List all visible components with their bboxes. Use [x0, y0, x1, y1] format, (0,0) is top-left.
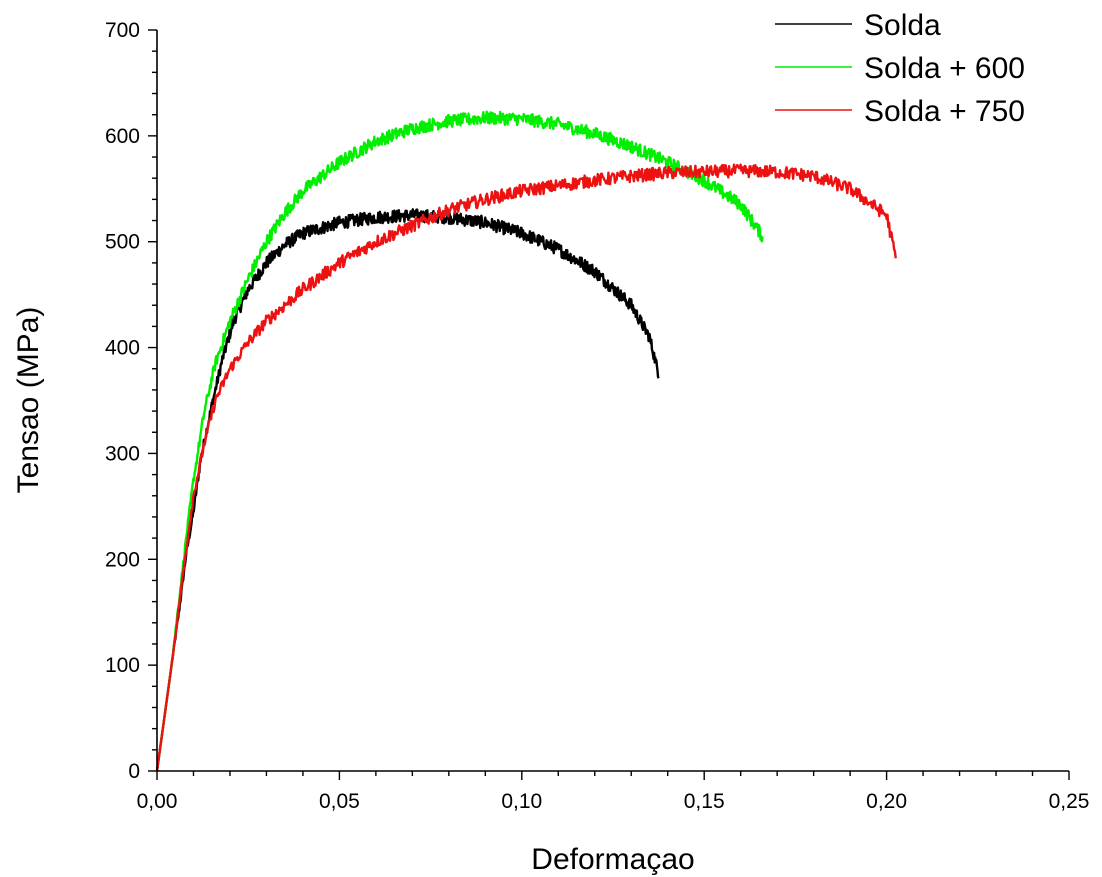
y-tick-label: 700 — [105, 19, 140, 42]
x-tick-label: 0,25 — [1049, 790, 1090, 813]
axes — [148, 29, 1070, 780]
y-tick-label: 500 — [105, 231, 140, 254]
x-axis-title: Deformaçao — [531, 843, 694, 876]
series-line — [155, 110, 764, 772]
y-tick-label: 400 — [105, 337, 140, 360]
legend-label: Solda — [864, 9, 941, 42]
legend-label: Solda + 600 — [864, 52, 1025, 85]
legend: Solda Solda + 600 Solda + 750 — [775, 9, 1025, 128]
legend-label: Solda + 750 — [864, 95, 1025, 128]
y-axis-title: Tensao (MPa) — [12, 307, 45, 494]
y-tick-label: 600 — [105, 125, 140, 148]
x-tick-label: 0,20 — [866, 790, 907, 813]
y-tick-label: 300 — [105, 442, 140, 465]
tick-labels: 0 100 200 300 400 500 600 700 0,00 0,05 0,10 0,15 0,… — [105, 19, 1089, 813]
series-line — [155, 208, 660, 772]
plot-lines — [155, 110, 897, 772]
x-tick-label: 0,00 — [137, 790, 178, 813]
x-tick-label: 0,05 — [319, 790, 360, 813]
y-tick-label: 0 — [128, 760, 140, 783]
y-tick-label: 200 — [105, 548, 140, 571]
y-tick-label: 100 — [105, 654, 140, 677]
series-line — [155, 163, 897, 772]
x-tick-label: 0,10 — [501, 790, 542, 813]
x-tick-label: 0,15 — [684, 790, 725, 813]
